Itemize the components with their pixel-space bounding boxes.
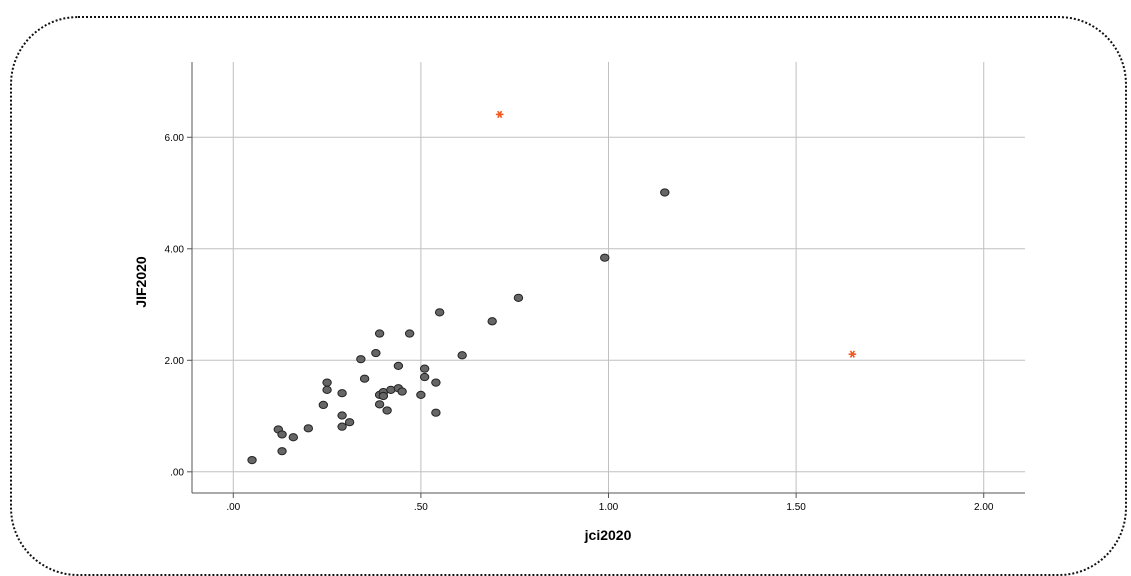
- x-tick-label: .50: [414, 502, 428, 513]
- data-point: [487, 317, 497, 326]
- data-point: [337, 422, 347, 431]
- data-points: [247, 110, 857, 465]
- data-point: [404, 329, 415, 338]
- data-point: [431, 408, 441, 417]
- data-point: [434, 308, 445, 317]
- y-tick-label: 2.00: [165, 356, 185, 367]
- y-tick-label: 6.00: [165, 133, 185, 144]
- data-point: [374, 400, 385, 409]
- axes: [187, 62, 1025, 498]
- data-point: [419, 372, 430, 382]
- data-point: [378, 391, 389, 401]
- grid-lines: [192, 62, 1025, 493]
- data-point: [337, 411, 347, 420]
- data-point: [416, 390, 426, 399]
- data-point: [277, 430, 287, 439]
- y-axis-title: JIF2020: [133, 256, 149, 308]
- scatter-chart: .00 .50 1.00 1.50 2.00 .00 2.00 4.00 6.00 jci202…: [133, 62, 1025, 543]
- data-point: [600, 253, 610, 262]
- data-point: [303, 424, 314, 433]
- data-point: [419, 364, 430, 373]
- data-point: [318, 400, 329, 410]
- data-point: [337, 389, 347, 398]
- data-point: [374, 329, 385, 338]
- data-point: [393, 361, 404, 370]
- y-tick-label: .00: [170, 467, 184, 478]
- x-tick-label: 1.00: [599, 502, 619, 513]
- data-point: [382, 406, 392, 415]
- x-axis-title: jci2020: [584, 527, 632, 543]
- data-point: [356, 355, 366, 364]
- outlier-point: [848, 350, 857, 358]
- data-point: [431, 378, 441, 387]
- outlier-point: [495, 110, 504, 119]
- x-tick-label: 1.50: [786, 502, 806, 513]
- data-point: [397, 387, 407, 396]
- data-point: [660, 188, 670, 197]
- data-point: [344, 418, 355, 427]
- data-point: [371, 348, 381, 358]
- data-point: [322, 385, 332, 394]
- data-point: [359, 374, 370, 383]
- tick-labels: .00 .50 1.00 1.50 2.00 .00 2.00 4.00 6.00: [165, 133, 994, 513]
- data-point: [247, 456, 257, 465]
- x-tick-label: 2.00: [974, 502, 994, 513]
- data-point: [322, 378, 332, 387]
- data-point: [277, 447, 287, 456]
- data-point: [288, 433, 299, 442]
- y-tick-label: 4.00: [165, 244, 185, 255]
- x-tick-label: .00: [226, 502, 240, 513]
- data-point: [457, 351, 467, 360]
- data-point: [513, 293, 524, 302]
